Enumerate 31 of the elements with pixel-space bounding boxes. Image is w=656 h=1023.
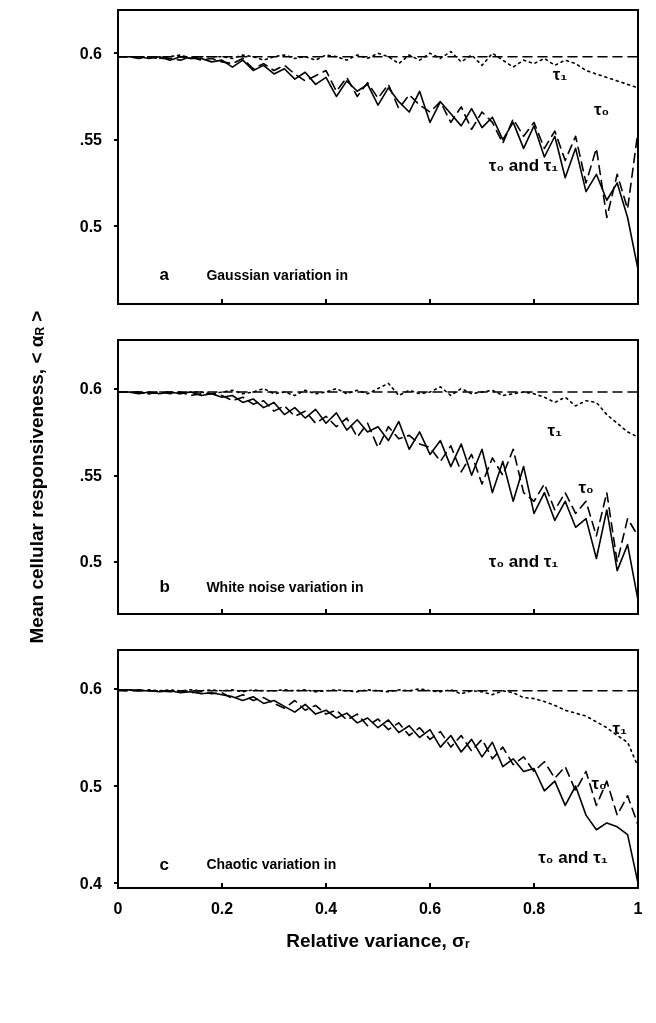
- x-tick-label: 0.2: [210, 899, 234, 917]
- annotation: a: [159, 265, 170, 285]
- x-tick-label: 0.8: [522, 899, 546, 917]
- annotation: Gaussian variation in: [206, 266, 349, 283]
- annotation: τ₀: [593, 100, 610, 120]
- annotation: τ₁: [552, 65, 568, 85]
- annotation: c: [159, 854, 170, 874]
- y-tick-label: 0.6: [79, 680, 103, 698]
- x-tick-label: 1: [633, 899, 643, 917]
- annotation: τ₁: [612, 719, 628, 739]
- annotation: τ₀: [578, 478, 594, 498]
- y-axis-title: Mean cellular responsiveness, < αR >: [25, 310, 47, 644]
- annotation: τ₀: [591, 773, 607, 793]
- x-tick-label: 0: [113, 899, 123, 917]
- annotation: τ₀ and τ₁: [538, 847, 608, 867]
- y-tick-label: .55: [79, 131, 103, 149]
- y-tick-label: 0.5: [79, 217, 103, 235]
- annotation: τ₁: [547, 420, 563, 440]
- y-tick-label: 0.5: [79, 553, 103, 571]
- x-tick-label: 0.4: [314, 899, 338, 917]
- annotation: Chaotic variation in: [206, 856, 337, 873]
- annotation: τ₀ and τ₁: [488, 552, 559, 572]
- annotation: b: [159, 577, 170, 597]
- y-tick-label: 0.6: [79, 380, 103, 398]
- y-tick-label: .55: [79, 466, 103, 484]
- y-tick-label: 0.6: [79, 44, 103, 62]
- annotation: White noise variation in: [206, 578, 364, 595]
- y-tick-label: 0.5: [79, 777, 103, 795]
- y-tick-label: 0.4: [79, 874, 103, 892]
- annotation: τ₀ and τ₁: [488, 156, 559, 176]
- x-tick-label: 0.6: [418, 899, 442, 917]
